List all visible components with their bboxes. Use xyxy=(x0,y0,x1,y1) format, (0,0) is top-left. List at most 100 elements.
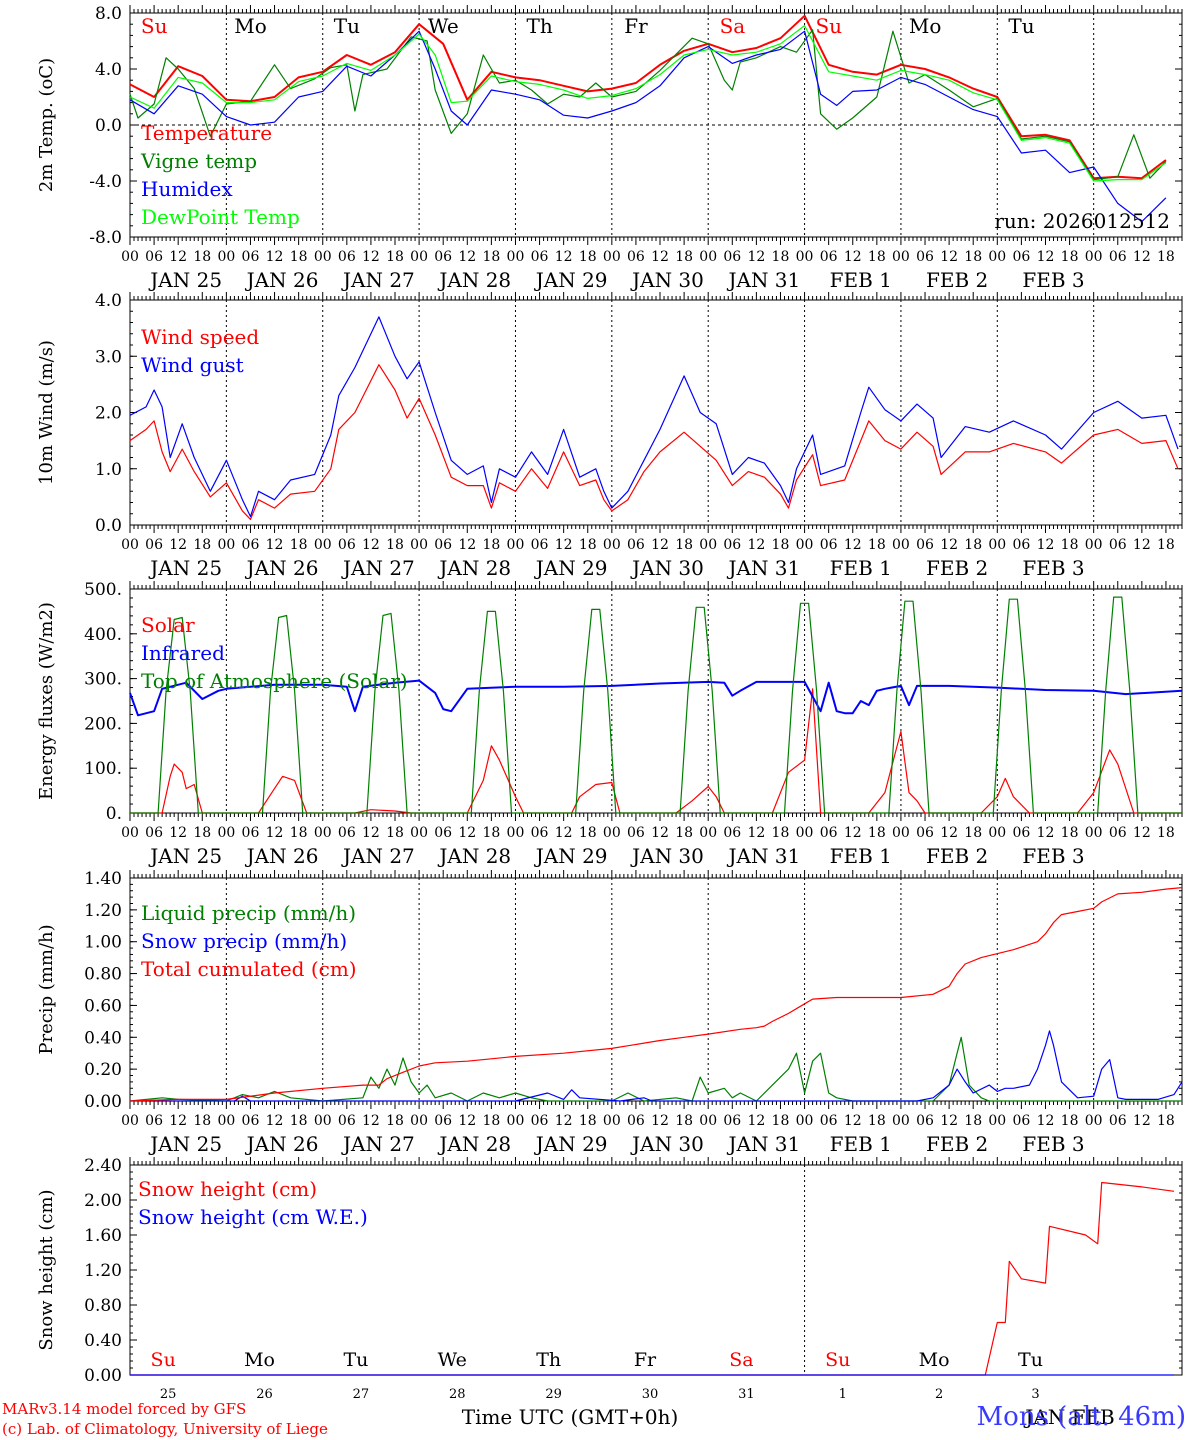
y-tick-label: 2.0 xyxy=(95,404,122,424)
hour-label: 06 xyxy=(531,1113,549,1129)
day-name: Th xyxy=(536,1349,561,1371)
hour-label: 06 xyxy=(434,825,452,841)
y-axis-label: 2m Temp. (oC) xyxy=(36,58,57,192)
hour-label: 12 xyxy=(1037,1113,1055,1129)
y-tick-label: -8.0 xyxy=(89,228,122,248)
hour-label: 18 xyxy=(868,1113,886,1129)
date-label: JAN 27 xyxy=(341,268,415,292)
hour-label: 18 xyxy=(675,537,693,553)
legend-entry: Snow height (cm W.E.) xyxy=(138,1205,368,1229)
hour-label: 18 xyxy=(1157,1113,1175,1129)
hour-label: 12 xyxy=(1037,249,1055,265)
hour-label: 00 xyxy=(121,249,139,265)
hour-label: 06 xyxy=(242,537,260,553)
date-label: JAN 25 xyxy=(148,268,222,292)
y-tick-label: 0. xyxy=(106,804,122,824)
legend-entry: Snow height (cm) xyxy=(138,1177,317,1201)
hour-label: 06 xyxy=(1109,249,1127,265)
hour-label: 18 xyxy=(482,825,500,841)
hour-label: 06 xyxy=(145,537,163,553)
day-name: Tu xyxy=(1008,14,1034,38)
date-label: JAN 30 xyxy=(630,268,704,292)
hour-label: 18 xyxy=(482,249,500,265)
hour-label: 18 xyxy=(386,1113,404,1129)
date-label: JAN 29 xyxy=(534,268,608,292)
hour-label: 12 xyxy=(940,537,958,553)
hour-label: 12 xyxy=(266,249,284,265)
hour-label: 18 xyxy=(1157,825,1175,841)
hour-label: 18 xyxy=(1157,249,1175,265)
plot-frame xyxy=(129,299,1183,526)
hour-label: 12 xyxy=(940,825,958,841)
hour-label: 06 xyxy=(1109,1113,1127,1129)
hour-label: 12 xyxy=(1133,1113,1151,1129)
hour-label: 12 xyxy=(555,537,573,553)
date-label: JAN 28 xyxy=(437,844,511,868)
hour-label: 12 xyxy=(169,537,187,553)
legend-entry: Liquid precip (mm/h) xyxy=(141,901,356,925)
hour-label: 00 xyxy=(988,249,1006,265)
hour-label: 06 xyxy=(627,537,645,553)
day-name: Mo xyxy=(909,14,942,38)
hour-label: 00 xyxy=(314,537,332,553)
y-tick-label: 400. xyxy=(84,625,122,645)
panel-1 xyxy=(129,5,1183,245)
legend-entry: Vigne temp xyxy=(140,149,257,173)
day-name: Su xyxy=(815,14,842,38)
hour-label: 06 xyxy=(820,825,838,841)
hour-label: 00 xyxy=(603,1113,621,1129)
hour-label: 06 xyxy=(531,249,549,265)
day-number: 26 xyxy=(256,1387,273,1402)
y-tick-label: 0.0 xyxy=(95,116,122,136)
y-axis-label: Energy fluxes (W/m2) xyxy=(36,602,57,800)
hour-label: 12 xyxy=(458,249,476,265)
legend-entry: Wind gust xyxy=(141,353,244,377)
hour-label: 06 xyxy=(723,825,741,841)
y-tick-label: 300. xyxy=(84,670,122,690)
hour-label: 18 xyxy=(579,537,597,553)
hour-label: 12 xyxy=(266,825,284,841)
date-label: JAN 29 xyxy=(534,556,608,580)
day-number: 1 xyxy=(839,1387,847,1402)
y-tick-label: 200. xyxy=(84,714,122,734)
day-name: Su xyxy=(151,1349,176,1371)
series-line-snow-height-cm- xyxy=(130,1181,1175,1376)
day-name: Su xyxy=(825,1349,850,1371)
hour-label: 00 xyxy=(217,537,235,553)
hour-label: 12 xyxy=(747,249,765,265)
date-label: FEB 2 xyxy=(926,556,988,580)
hour-label: 18 xyxy=(290,537,308,553)
hour-label: 00 xyxy=(796,537,814,553)
hour-label: 12 xyxy=(458,1113,476,1129)
hour-label: 00 xyxy=(507,1113,525,1129)
y-tick-label: 1.00 xyxy=(84,933,122,953)
hour-label: 18 xyxy=(482,537,500,553)
y-axis-label: Precip (mm/h) xyxy=(36,924,57,1054)
date-label: FEB 1 xyxy=(830,844,892,868)
day-name: Sa xyxy=(720,14,746,38)
hour-label: 18 xyxy=(1061,1113,1079,1129)
hour-label: 00 xyxy=(988,1113,1006,1129)
hour-label: 06 xyxy=(723,249,741,265)
y-tick-label: -4.0 xyxy=(89,172,122,192)
station-label: Mons (alt. 46m) xyxy=(976,1402,1186,1432)
hour-label: 00 xyxy=(699,825,717,841)
date-label: JAN 31 xyxy=(726,844,800,868)
hour-label: 00 xyxy=(796,249,814,265)
date-label: FEB 1 xyxy=(830,268,892,292)
date-label: FEB 2 xyxy=(926,844,988,868)
hour-label: 18 xyxy=(868,537,886,553)
y-tick-label: 0.00 xyxy=(84,1092,122,1112)
day-number: 2 xyxy=(935,1387,943,1402)
hour-label: 18 xyxy=(772,537,790,553)
y-tick-label: 8.0 xyxy=(95,4,122,24)
hour-label: 12 xyxy=(1133,249,1151,265)
series-line-humidex xyxy=(129,30,1167,223)
date-label: JAN 27 xyxy=(341,556,415,580)
hour-label: 18 xyxy=(579,825,597,841)
date-label: JAN 29 xyxy=(534,1132,608,1156)
hour-label: 00 xyxy=(410,249,428,265)
date-label: FEB 2 xyxy=(926,1132,988,1156)
date-label: JAN 26 xyxy=(245,268,319,292)
